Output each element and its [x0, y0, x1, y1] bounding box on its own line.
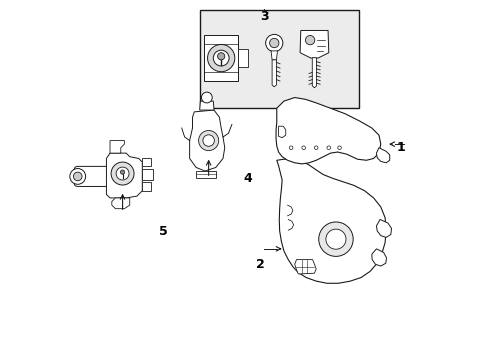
Polygon shape: [278, 126, 285, 138]
Circle shape: [213, 50, 228, 66]
Circle shape: [326, 146, 330, 149]
Text: 5: 5: [159, 225, 168, 238]
Circle shape: [198, 131, 218, 150]
Circle shape: [301, 146, 305, 149]
Polygon shape: [142, 169, 153, 180]
Polygon shape: [106, 153, 142, 198]
Circle shape: [201, 92, 212, 103]
Polygon shape: [300, 31, 328, 58]
Polygon shape: [189, 110, 224, 171]
Circle shape: [305, 36, 314, 45]
Circle shape: [73, 172, 82, 181]
Circle shape: [314, 146, 317, 149]
Text: 2: 2: [256, 258, 264, 271]
Polygon shape: [142, 182, 151, 191]
Polygon shape: [199, 101, 214, 110]
Polygon shape: [271, 60, 276, 87]
Polygon shape: [203, 35, 238, 81]
Circle shape: [325, 229, 346, 249]
Polygon shape: [276, 98, 380, 164]
Polygon shape: [112, 198, 129, 209]
Polygon shape: [371, 249, 386, 266]
Circle shape: [203, 135, 214, 146]
Bar: [199, 10, 359, 108]
Polygon shape: [312, 58, 316, 88]
Text: 3: 3: [260, 10, 268, 23]
Ellipse shape: [265, 35, 282, 51]
Circle shape: [289, 146, 292, 149]
Circle shape: [207, 44, 234, 72]
Circle shape: [337, 146, 341, 149]
Polygon shape: [376, 148, 389, 163]
Circle shape: [120, 170, 124, 174]
Circle shape: [70, 168, 85, 184]
Polygon shape: [110, 140, 124, 153]
Ellipse shape: [269, 39, 278, 48]
Polygon shape: [196, 171, 215, 178]
Polygon shape: [294, 260, 316, 274]
Polygon shape: [238, 49, 247, 67]
FancyBboxPatch shape: [74, 166, 112, 186]
Polygon shape: [376, 220, 391, 237]
Polygon shape: [276, 159, 386, 283]
Circle shape: [111, 162, 134, 185]
Circle shape: [217, 53, 224, 60]
Text: 4: 4: [243, 172, 252, 185]
Circle shape: [116, 167, 129, 180]
Circle shape: [318, 222, 352, 256]
Polygon shape: [270, 51, 277, 60]
Text: 1: 1: [395, 141, 404, 154]
Polygon shape: [142, 158, 151, 166]
